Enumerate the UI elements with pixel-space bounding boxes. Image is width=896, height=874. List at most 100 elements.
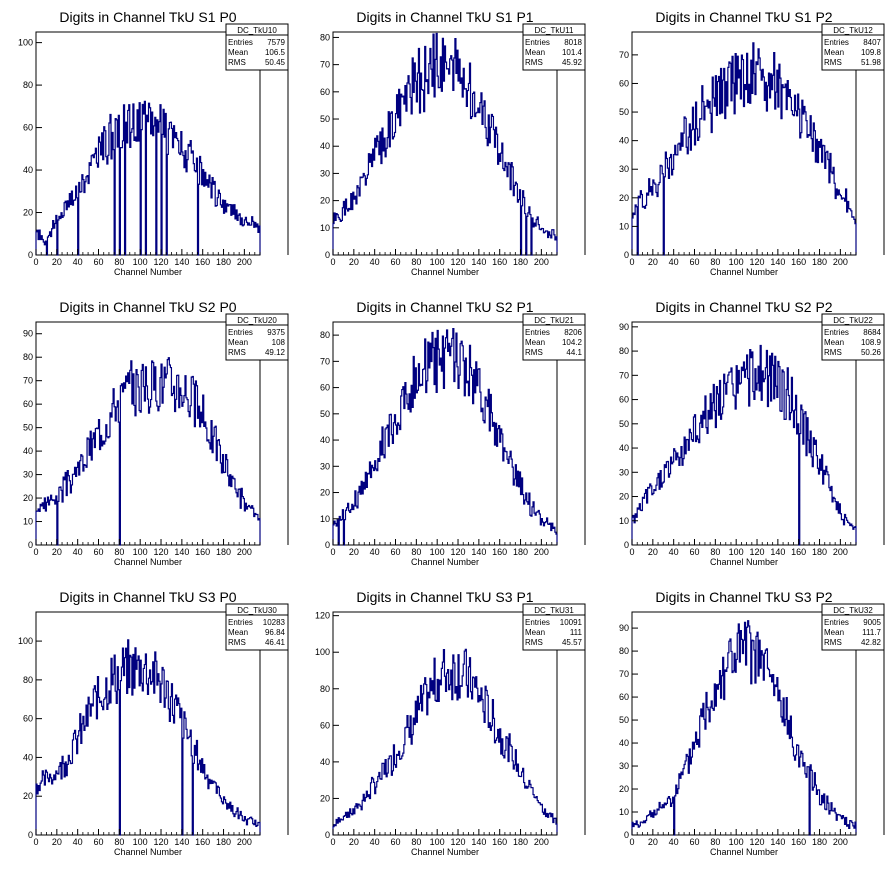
x-tick-label: 40 [73,837,83,847]
stats-value: 8407 [863,38,881,47]
stats-label: Mean [824,338,844,347]
x-tick-label: 60 [690,257,700,267]
x-tick-label: 60 [94,257,104,267]
y-tick-label: 30 [320,168,330,178]
plot-frame [35,31,261,256]
x-tick-label: 40 [370,547,380,557]
stats-box [522,313,586,361]
stats-label: Entries [228,618,253,627]
x-tick-label: 40 [73,257,83,267]
y-tick-label: 80 [23,675,33,685]
stats-box [821,23,885,71]
x-tick-label: 100 [133,547,148,557]
y-tick-label: 60 [23,714,33,724]
histogram-panel-9: Digits in Channel TkU S3 P20 20 40 60 80 100 1… [619,589,885,857]
x-tick-label: 140 [471,837,486,847]
x-tick-label: 140 [471,547,486,557]
x-tick-label: 200 [833,547,848,557]
y-tick-label: 80 [320,32,330,42]
y-tick-label: 20 [23,493,33,503]
x-tick-label: 40 [669,837,679,847]
chart-title: Digits in Channel TkU S2 P0 [59,299,236,315]
stats-label: Mean [525,628,545,637]
histogram-series-line [332,648,558,835]
stats-label: Entries [525,38,550,47]
y-tick-label: 50 [320,409,330,419]
stats-box [225,603,289,651]
x-tick-label: 60 [690,837,700,847]
y-tick-label: 50 [619,107,629,117]
chart-title: Digits in Channel TkU S3 P1 [356,589,533,605]
histogram-panel-6: Digits in Channel TkU S2 P20 20 40 60 80 100 1… [619,299,885,567]
histogram-series-line [35,357,261,546]
x-tick-label: 80 [411,257,421,267]
y-tick-label: 20 [320,793,330,803]
stats-label: Entries [824,38,849,47]
x-axis-label: Channel Number [114,847,182,857]
y-tick-label: 10 [619,807,629,817]
y-tick-label: 70 [320,356,330,366]
x-tick-label: 200 [534,257,549,267]
chart-title: Digits in Channel TkU S1 P1 [356,9,533,25]
y-tick-label: 80 [320,684,330,694]
x-tick-label: 160 [195,837,210,847]
y-tick-label: 20 [23,791,33,801]
y-tick-label: 40 [320,757,330,767]
x-tick-label: 140 [770,837,785,847]
chart-title: Digits in Channel TkU S2 P1 [356,299,533,315]
stats-label: Mean [824,628,844,637]
stats-name: DC_TkU31 [534,606,574,615]
x-tick-label: 100 [430,837,445,847]
x-tick-label: 20 [648,837,658,847]
x-axis-label: Channel Number [411,557,479,567]
y-tick-label: 40 [320,141,330,151]
x-tick-label: 180 [513,837,528,847]
plot-frame [631,31,857,256]
x-axis-label: Channel Number [114,267,182,277]
y-tick-label: 30 [619,164,629,174]
x-tick-label: 60 [94,547,104,557]
y-tick-label: 60 [320,720,330,730]
stats-value: 45.57 [562,638,583,647]
y-tick-label: 60 [23,123,33,133]
x-tick-label: 180 [216,837,231,847]
x-tick-label: 180 [812,257,827,267]
stats-label: RMS [824,348,842,357]
y-tick-label: 90 [619,623,629,633]
y-tick-label: 70 [320,60,330,70]
y-tick-label: 60 [619,78,629,88]
x-tick-label: 80 [114,837,124,847]
x-tick-label: 40 [370,837,380,847]
x-tick-label: 160 [492,257,507,267]
x-tick-label: 100 [133,837,148,847]
stats-value: 108 [272,338,286,347]
plot-frame [631,611,857,836]
x-tick-label: 60 [94,837,104,847]
x-tick-label: 120 [154,547,169,557]
stats-box [522,23,586,71]
y-tick-label: 100 [18,636,33,646]
stats-value: 50.45 [265,58,286,67]
y-tick-label: 100 [18,38,33,48]
stats-name: DC_TkU10 [237,26,277,35]
stats-value: 104.2 [562,338,583,347]
y-tick-label: 10 [23,517,33,527]
y-tick-label: 50 [619,715,629,725]
histogram-series-line [332,32,558,256]
chart-title: Digits in Channel TkU S3 P2 [655,589,832,605]
stats-value: 96.84 [265,628,286,637]
histogram-panel-4: Digits in Channel TkU S2 P00 20 40 60 80 100 1… [23,299,289,567]
x-tick-label: 20 [349,257,359,267]
plot-frame [332,321,558,546]
x-tick-label: 100 [729,837,744,847]
x-tick-label: 160 [492,547,507,557]
x-tick-label: 180 [216,257,231,267]
x-tick-label: 60 [391,547,401,557]
y-tick-label: 30 [320,461,330,471]
y-tick-label: 0 [28,250,33,260]
stats-value: 8206 [564,328,582,337]
stats-value: 44.1 [566,348,582,357]
stats-label: Mean [525,48,545,57]
x-tick-label: 80 [114,547,124,557]
histogram-panel-1: Digits in Channel TkU S1 P0 0 20 40 60 80 100 1… [18,9,289,277]
